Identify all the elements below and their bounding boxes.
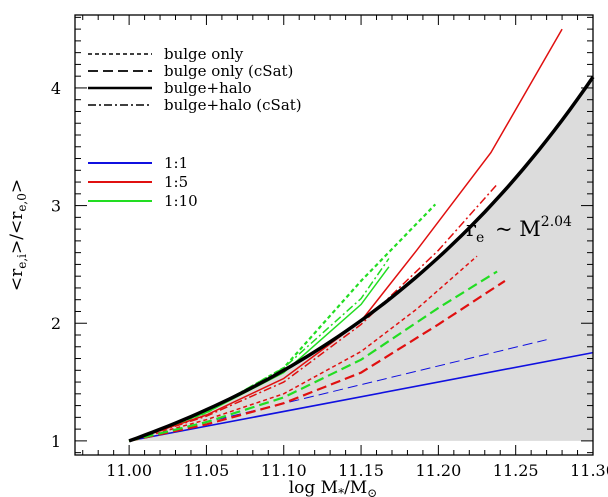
y-tick-label: 3 (51, 197, 61, 216)
fit-curve-line (128, 76, 595, 443)
shaded-region (129, 77, 593, 441)
x-axis-label: log M*/M⊙ (289, 478, 378, 497)
shaded-region-layer (129, 77, 593, 441)
legend-style-label: bulge+halo (cSat) (164, 96, 302, 114)
fit-curve-layer (128, 76, 595, 443)
series-line-1-5-dash-dot (128, 183, 498, 442)
y-tick-label: 4 (51, 79, 61, 98)
x-tick-label: 11.20 (415, 461, 461, 480)
x-tick-label: 11.05 (184, 461, 230, 480)
legend-style-label: bulge only (164, 45, 244, 63)
y-axis-label: <re,i>/<re,0> (7, 179, 29, 291)
legend-ratios: 1:1 1:5 1:10 (88, 154, 198, 210)
legend-ratio-label: 1:5 (164, 173, 188, 191)
x-tick-label: 11.00 (106, 461, 152, 480)
x-tick-label: 11.15 (338, 461, 384, 480)
series-line-1-5-dashed (128, 279, 506, 442)
legend-ratio-label: 1:10 (164, 192, 198, 210)
y-tick-label: 2 (51, 314, 61, 333)
y-tick-label: 1 (51, 432, 61, 451)
series-line-1-5-dotted (128, 255, 478, 442)
legend-ratio-label: 1:1 (164, 154, 188, 172)
x-tick-label: 11.25 (493, 461, 539, 480)
fit-label-sub: e (476, 230, 484, 246)
tick-layer: 11.00 11.05 11.10 11.15 11.20 11.25 11.30 1 2 3 4 (51, 15, 608, 480)
fit-label-main: r (466, 217, 477, 241)
series-layer (128, 28, 594, 442)
fit-annotation: re ~ M2.04 (466, 214, 572, 246)
series-line-1-1-dashed (128, 339, 547, 442)
series-line-1-10-dashed (128, 270, 498, 442)
series-line-1-1-solid (128, 351, 594, 442)
plot-frame (74, 14, 594, 456)
legend-style-label: bulge only (cSat) (164, 62, 293, 80)
fit-label-mid: ~ M (488, 217, 540, 241)
legend-style-label: bulge+halo (164, 79, 252, 97)
x-tick-label: 11.30 (570, 461, 608, 480)
legend-styles: bulge only bulge only (cSat) bulge+halo … (88, 45, 302, 114)
x-tick-label: 11.10 (261, 461, 307, 480)
fit-label-sup: 2.04 (541, 214, 572, 230)
